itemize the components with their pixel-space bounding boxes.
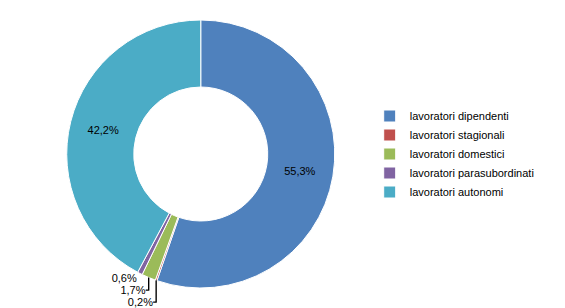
- svg-text:lavoratori parasubordinati: lavoratori parasubordinati: [410, 167, 534, 179]
- svg-text:lavoratori domestici: lavoratori domestici: [410, 148, 505, 160]
- svg-text:55,3%: 55,3%: [284, 165, 315, 177]
- svg-text:lavoratori dipendenti: lavoratori dipendenti: [410, 110, 509, 122]
- svg-text:lavoratori autonomi: lavoratori autonomi: [410, 186, 504, 198]
- svg-text:1,7%: 1,7%: [120, 284, 145, 296]
- svg-text:0,2%: 0,2%: [128, 296, 153, 308]
- svg-text:lavoratori stagionali: lavoratori stagionali: [410, 129, 505, 141]
- svg-text:0,6%: 0,6%: [112, 272, 137, 284]
- svg-text:42,2%: 42,2%: [88, 124, 119, 136]
